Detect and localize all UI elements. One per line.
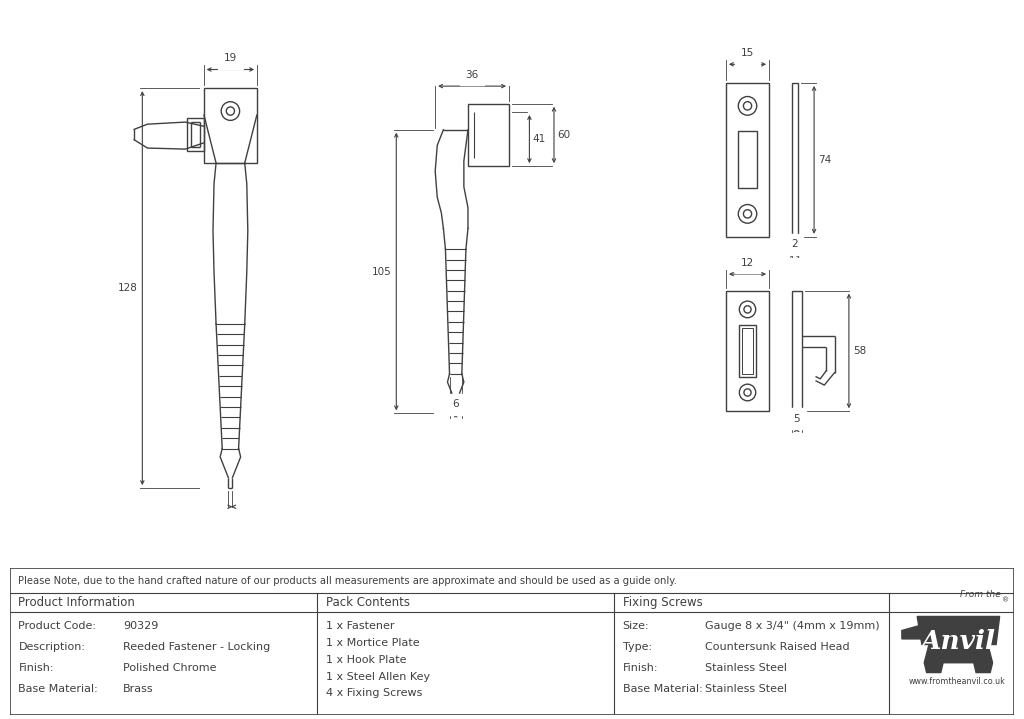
Text: Please Note, due to the hand crafted nature of our products all measurements are: Please Note, due to the hand crafted nat…: [18, 576, 678, 586]
Text: Pack Contents: Pack Contents: [326, 596, 410, 610]
Bar: [742, 328, 753, 374]
Text: ®: ®: [1001, 597, 1009, 603]
Text: Stainless Steel: Stainless Steel: [705, 684, 786, 694]
Text: Gauge 8 x 3/4" (4mm x 19mm): Gauge 8 x 3/4" (4mm x 19mm): [705, 620, 880, 631]
Text: 1 x Mortice Plate: 1 x Mortice Plate: [326, 638, 419, 648]
Text: 60: 60: [557, 130, 570, 140]
Text: 15: 15: [741, 48, 754, 58]
Text: 19: 19: [224, 53, 237, 63]
Text: 74: 74: [818, 155, 831, 165]
Text: 1 x Fastener: 1 x Fastener: [326, 620, 394, 631]
Text: 41: 41: [532, 134, 546, 144]
Bar: [792, 290, 802, 411]
Polygon shape: [925, 663, 943, 672]
Bar: [468, 104, 509, 166]
Text: www.fromtheanvil.co.uk: www.fromtheanvil.co.uk: [908, 677, 1006, 686]
Bar: [739, 325, 756, 377]
Text: 36: 36: [466, 70, 478, 80]
Text: From the: From the: [961, 590, 1001, 599]
Text: Anvil: Anvil: [920, 629, 994, 654]
Text: 5: 5: [794, 413, 800, 423]
Text: Base Material:: Base Material:: [18, 684, 98, 694]
Text: Product Code:: Product Code:: [18, 620, 96, 631]
Text: 2: 2: [792, 239, 798, 249]
Bar: [792, 83, 798, 237]
Text: Finish:: Finish:: [623, 663, 658, 672]
Polygon shape: [902, 625, 922, 639]
Bar: [187, 118, 204, 151]
Text: 105: 105: [372, 267, 391, 277]
Bar: [726, 83, 769, 237]
Bar: [738, 132, 757, 188]
Polygon shape: [925, 644, 992, 663]
Text: 12: 12: [741, 258, 754, 268]
Text: Polished Chrome: Polished Chrome: [123, 663, 216, 672]
Text: 58: 58: [853, 346, 866, 356]
Text: Fixing Screws: Fixing Screws: [623, 596, 702, 610]
Text: Base Material:: Base Material:: [623, 684, 702, 694]
Text: Countersunk Raised Head: Countersunk Raised Head: [705, 641, 849, 651]
Bar: [726, 290, 769, 411]
Text: Size:: Size:: [623, 620, 649, 631]
Bar: [204, 88, 257, 163]
Text: Stainless Steel: Stainless Steel: [705, 663, 786, 672]
Text: Type:: Type:: [623, 641, 651, 651]
Text: 128: 128: [118, 283, 137, 293]
Text: 4 x Fixing Screws: 4 x Fixing Screws: [326, 689, 422, 698]
Text: Reeded Fastener - Locking: Reeded Fastener - Locking: [123, 641, 270, 651]
Polygon shape: [918, 616, 999, 644]
Text: 1 x Hook Plate: 1 x Hook Plate: [326, 654, 407, 664]
Text: Finish:: Finish:: [18, 663, 54, 672]
Text: 6: 6: [453, 399, 459, 409]
Polygon shape: [974, 663, 992, 672]
Text: Description:: Description:: [18, 641, 85, 651]
Text: Brass: Brass: [123, 684, 154, 694]
Text: 1 x Steel Allen Key: 1 x Steel Allen Key: [326, 672, 430, 682]
Text: Product Information: Product Information: [18, 596, 135, 610]
Text: 90329: 90329: [123, 620, 159, 631]
